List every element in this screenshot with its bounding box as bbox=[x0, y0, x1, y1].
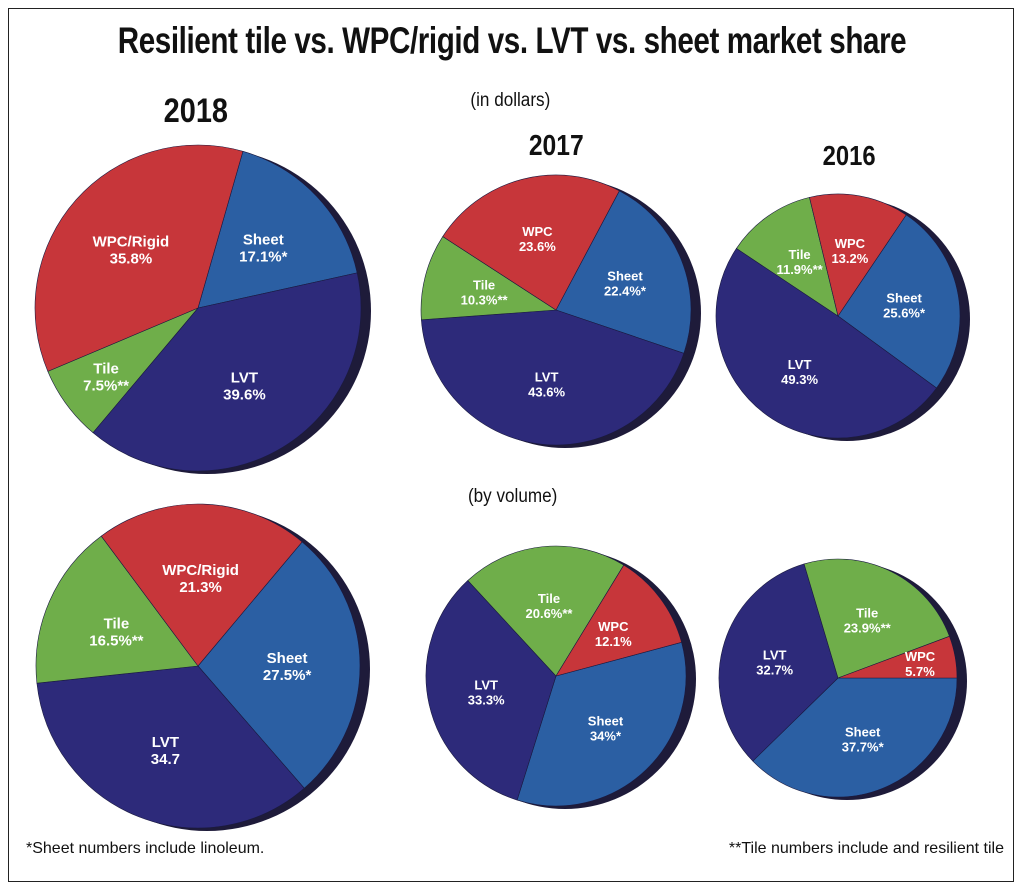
slice-label: LVT bbox=[152, 734, 179, 751]
slice-value: 23.9%** bbox=[844, 620, 892, 635]
slice-value: 16.5%** bbox=[89, 632, 143, 649]
slice-value: 13.2% bbox=[831, 251, 868, 266]
slice-label: Tile bbox=[789, 247, 811, 262]
slice-value: 34%* bbox=[590, 729, 622, 744]
slice-label: LVT bbox=[231, 370, 258, 387]
pie-slice-tile bbox=[803, 558, 950, 679]
pie-slice-lvt bbox=[718, 563, 839, 762]
slice-value: 33.3% bbox=[468, 693, 505, 708]
pie-slice-wpc bbox=[837, 635, 958, 679]
pie-slice-sheet bbox=[197, 150, 358, 309]
slice-value: 34.7 bbox=[151, 751, 180, 768]
slice-value: 17.1%* bbox=[239, 249, 288, 266]
slice-label: Tile bbox=[473, 278, 495, 293]
year-2016-label: 2016 bbox=[822, 140, 876, 171]
slice-label: WPC bbox=[598, 619, 629, 634]
slice-label: WPC bbox=[835, 236, 866, 251]
slice-label: Sheet bbox=[845, 725, 881, 740]
slice-value: 21.3% bbox=[179, 579, 222, 596]
slice-value: 27.5%* bbox=[263, 667, 312, 684]
pie-slice-wpc bbox=[809, 193, 907, 317]
slice-value: 12.1% bbox=[595, 634, 632, 649]
pie-slice-sheet bbox=[516, 641, 687, 807]
pie-slice-wpc bbox=[555, 564, 682, 677]
pie-slice-wpc-rigid bbox=[100, 503, 303, 667]
pie-slice-lvt bbox=[715, 248, 937, 439]
pie-slice-sheet bbox=[555, 190, 692, 354]
slice-value: 22.4%* bbox=[604, 284, 647, 299]
slice-value: 37.7%* bbox=[842, 740, 885, 755]
pie-slice-lvt bbox=[425, 580, 557, 801]
slice-label: Sheet bbox=[243, 232, 284, 249]
slice-value: 10.3%** bbox=[461, 293, 509, 308]
footnote-tile: **Tile numbers include and resilient til… bbox=[728, 840, 1004, 857]
slice-value: 23.6% bbox=[519, 239, 556, 254]
pie-slice-tile bbox=[736, 197, 839, 317]
slice-label: Sheet bbox=[588, 714, 624, 729]
slice-label: Tile bbox=[856, 605, 878, 620]
pie-slice-tile bbox=[420, 236, 557, 321]
slice-value: 39.6% bbox=[223, 387, 266, 404]
pie-slice-lvt bbox=[92, 272, 362, 472]
subtitle-volume: (by volume) bbox=[467, 486, 558, 507]
pie-slice-wpc bbox=[442, 174, 620, 311]
pie-slice-lvt bbox=[36, 665, 305, 829]
slice-label: Tile bbox=[538, 591, 560, 606]
slice-label: LVT bbox=[535, 370, 559, 385]
pie-slice-sheet bbox=[837, 214, 961, 389]
slice-value: 32.7% bbox=[756, 663, 793, 678]
slice-label: Sheet bbox=[267, 650, 308, 667]
slice-value: 35.8% bbox=[110, 251, 153, 268]
slice-label: WPC/Rigid bbox=[93, 234, 170, 251]
slice-label: WPC/Rigid bbox=[162, 562, 239, 579]
subtitle-dollars: (in dollars) bbox=[470, 90, 551, 111]
pie-slice-wpc-rigid bbox=[34, 144, 244, 372]
slice-value: 7.5%** bbox=[83, 378, 129, 395]
slice-label: LVT bbox=[788, 357, 812, 372]
slice-value: 5.7% bbox=[905, 664, 935, 679]
slice-label: WPC bbox=[522, 224, 553, 239]
page-title: Resilient tile vs. WPC/rigid vs. LVT vs.… bbox=[117, 20, 907, 61]
slice-label: Tile bbox=[93, 361, 119, 378]
pie-slice-tile bbox=[35, 535, 199, 684]
pie-slice-lvt bbox=[421, 309, 685, 446]
slice-value: 20.6%** bbox=[526, 606, 574, 621]
slice-label: LVT bbox=[763, 648, 787, 663]
slice-label: Tile bbox=[104, 615, 130, 632]
slice-value: 49.3% bbox=[781, 372, 818, 387]
year-2017-label: 2017 bbox=[528, 130, 584, 162]
slice-label: Sheet bbox=[607, 269, 643, 284]
year-2018-label: 2018 bbox=[163, 92, 228, 130]
slice-label: Sheet bbox=[886, 290, 922, 305]
slice-value: 11.9%** bbox=[776, 262, 823, 277]
slice-label: LVT bbox=[474, 678, 498, 693]
slice-label: WPC bbox=[905, 649, 936, 664]
pie-slice-tile bbox=[467, 545, 625, 677]
pie-slice-sheet bbox=[752, 677, 958, 798]
pie-slice-sheet bbox=[197, 541, 361, 789]
slice-value: 25.6%* bbox=[883, 305, 926, 320]
footnote-sheet: *Sheet numbers include linoleum. bbox=[26, 840, 265, 857]
slice-value: 43.6% bbox=[528, 385, 565, 400]
